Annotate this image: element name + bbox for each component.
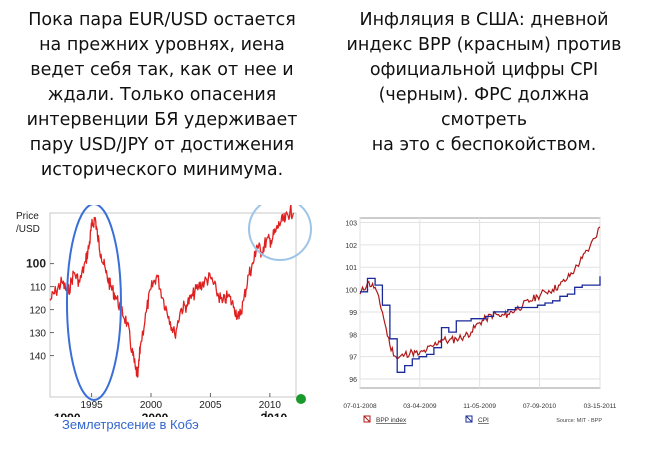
- caption-line: (черным). ФРС должна смотреть: [378, 85, 590, 130]
- x-tick-label: 2000: [140, 400, 163, 411]
- x-tick-label: 2010: [259, 400, 282, 411]
- cpi-series-line: [360, 276, 601, 373]
- legend-label-bpp: BPP index: [376, 417, 407, 424]
- caption-line: пару USD/JPY от достижения: [29, 135, 295, 155]
- caption-line: на прежних уровнях, иена: [39, 35, 285, 55]
- lower-axis-label: 2000: [142, 411, 169, 417]
- bpp-series-line: [359, 226, 601, 360]
- legend-swatch-check: [465, 415, 473, 423]
- kobe-highlight-ellipse: [65, 205, 122, 401]
- y-tick-label: 99: [349, 310, 357, 317]
- x-tick-label: 07-01-2008: [343, 403, 377, 410]
- caption-line: индекс ВРР (красным) против: [346, 35, 622, 55]
- caption-line: ведет себя так, как от нее и: [30, 60, 294, 80]
- y-tick-label: 130: [29, 329, 46, 340]
- legend-swatch-check: [363, 415, 371, 423]
- y-tick-label: 97: [349, 355, 357, 362]
- record-low-highlight-circle: [248, 205, 312, 261]
- x-tick-label: 2005: [199, 400, 222, 411]
- y-axis-label: Price: [16, 211, 39, 222]
- y-tick-label: 120: [29, 306, 46, 317]
- x-tick-label: 07-09-2010: [523, 403, 557, 410]
- y-tick-label: 110: [30, 283, 46, 294]
- caption-usdjpy: Пока пара EUR/USD остается на прежних уро…: [12, 8, 312, 183]
- kobe-earthquake-label: Землетрясение в Кобэ: [62, 417, 199, 432]
- lower-axis-label: 2010: [261, 411, 288, 417]
- y-tick-label: 96: [349, 377, 357, 384]
- y-tick-label: 101: [345, 265, 357, 272]
- inflation-chart: 96 97 98 99 100 101 102 103 07-01-2008 03-04-2009…: [343, 217, 617, 424]
- caption-us-inflation: Инфляция в США: дневной индекс ВРР (красн…: [334, 8, 634, 158]
- plot-frame: [49, 212, 297, 398]
- x-tick-label: 1995: [80, 400, 103, 411]
- caption-line: ждали. Только опасения: [47, 85, 277, 105]
- legend-swatch-bpp: [363, 415, 371, 423]
- y-tick-label: 140: [29, 352, 46, 363]
- legend-swatch-cpi: [465, 415, 473, 423]
- chart-background: [12, 205, 312, 417]
- usdjpy-chart: Price/USD 100 110 120 130 140 1995 2000 2005 2010…: [12, 205, 312, 417]
- caption-line: Пока пара EUR/USD остается: [28, 10, 296, 30]
- caption-line: Инфляция в США: дневной: [359, 10, 609, 30]
- lower-axis-label: 1990: [54, 411, 81, 417]
- caption-line: исторического минимума.: [40, 160, 284, 180]
- legend-label-cpi: CPI: [478, 417, 489, 424]
- x-tick-label: 03-04-2009: [403, 403, 437, 410]
- caption-line: официальной цифры CPI: [369, 60, 599, 80]
- y-tick-label: 100: [26, 257, 46, 271]
- caption-line: интервенции БЯ удерживает: [26, 110, 298, 130]
- green-marker-dot: [296, 394, 306, 404]
- y-tick-label: 98: [349, 332, 357, 339]
- y-tick-label: 103: [345, 220, 357, 227]
- caption-line: на это с беспокойством.: [371, 135, 597, 155]
- y-tick-label: 100: [345, 288, 357, 295]
- y-axis-label: /USD: [16, 224, 40, 235]
- x-tick-label: 03-15-2011: [584, 403, 617, 410]
- source-note: Source: MIT - BPP: [556, 418, 602, 424]
- x-tick-label: 11-05-2009: [463, 403, 496, 410]
- y-tick-label: 102: [345, 243, 357, 250]
